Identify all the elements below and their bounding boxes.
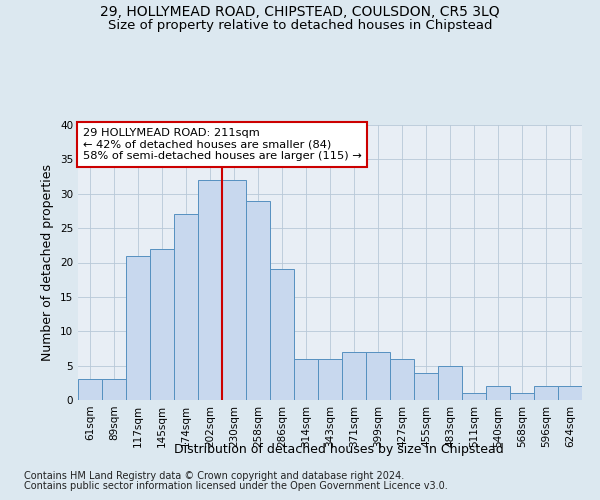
Bar [318, 359, 342, 400]
Bar [126, 256, 150, 400]
Bar [174, 214, 198, 400]
Bar [222, 180, 246, 400]
Bar [150, 248, 174, 400]
Bar [342, 352, 366, 400]
Bar [198, 180, 222, 400]
Bar [534, 386, 558, 400]
Bar [366, 352, 390, 400]
Bar [438, 366, 462, 400]
Bar [102, 380, 126, 400]
Text: Contains HM Land Registry data © Crown copyright and database right 2024.: Contains HM Land Registry data © Crown c… [24, 471, 404, 481]
Text: Size of property relative to detached houses in Chipstead: Size of property relative to detached ho… [108, 18, 492, 32]
Text: Distribution of detached houses by size in Chipstead: Distribution of detached houses by size … [174, 442, 504, 456]
Text: 29, HOLLYMEAD ROAD, CHIPSTEAD, COULSDON, CR5 3LQ: 29, HOLLYMEAD ROAD, CHIPSTEAD, COULSDON,… [100, 5, 500, 19]
Text: 29 HOLLYMEAD ROAD: 211sqm
← 42% of detached houses are smaller (84)
58% of semi-: 29 HOLLYMEAD ROAD: 211sqm ← 42% of detac… [83, 128, 362, 161]
Text: Contains public sector information licensed under the Open Government Licence v3: Contains public sector information licen… [24, 481, 448, 491]
Y-axis label: Number of detached properties: Number of detached properties [41, 164, 55, 361]
Bar [294, 359, 318, 400]
Bar [558, 386, 582, 400]
Bar [486, 386, 510, 400]
Bar [462, 393, 486, 400]
Bar [78, 380, 102, 400]
Bar [390, 359, 414, 400]
Bar [270, 270, 294, 400]
Bar [414, 372, 438, 400]
Bar [510, 393, 534, 400]
Bar [246, 200, 270, 400]
